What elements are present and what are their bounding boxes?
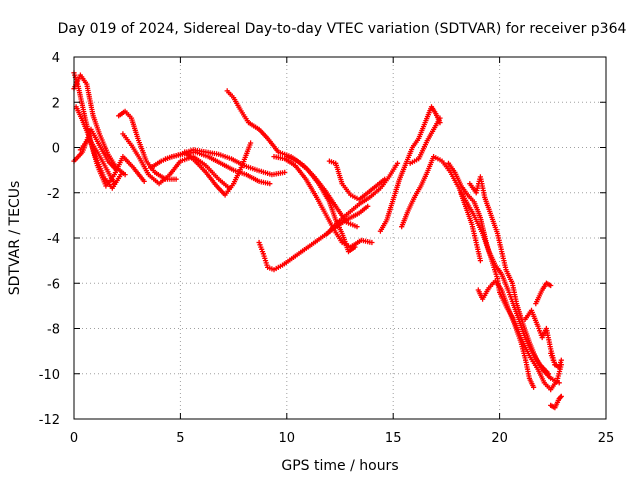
- y-tick-label: 0: [52, 142, 60, 157]
- series-arc-16: [326, 158, 388, 203]
- y-tick-label: -10: [39, 368, 60, 383]
- series-arc-14: [256, 203, 371, 273]
- series-markers: [467, 174, 562, 386]
- x-tick-label: 5: [176, 431, 184, 446]
- series-arc-23: [475, 278, 537, 390]
- series-markers: [326, 158, 388, 203]
- series-arc-10: [182, 140, 254, 198]
- series-markers: [256, 203, 371, 273]
- series-arc-19: [407, 115, 443, 166]
- series-arc-17: [377, 104, 443, 234]
- x-tick-labels: 0 5 10 15 20 25: [70, 431, 614, 446]
- series-arc-22: [467, 174, 562, 386]
- data-series-group: [71, 70, 564, 411]
- x-tick-label: 0: [70, 431, 78, 446]
- y-tick-label: 2: [52, 96, 60, 111]
- y-tick-label: -2: [47, 187, 60, 202]
- y-tick-label: -4: [47, 232, 60, 247]
- x-tick-label: 25: [598, 431, 615, 446]
- y-tick-label: -12: [39, 413, 60, 428]
- x-axis-label: GPS time / hours: [281, 458, 398, 474]
- y-tick-label: -6: [47, 277, 60, 292]
- series-arc-21: [458, 190, 552, 377]
- series-arc-07: [120, 131, 232, 191]
- y-tick-label: -8: [47, 323, 60, 338]
- x-tick-label: 15: [385, 431, 402, 446]
- x-tick-label: 20: [491, 431, 508, 446]
- series-markers: [533, 280, 554, 307]
- y-tick-labels: -12 -10 -8 -6 -4 -2 0 2 4: [39, 51, 60, 428]
- series-arc-15: [324, 160, 401, 237]
- series-markers: [458, 190, 552, 377]
- y-axis-label: SDTVAR / TECUs: [7, 181, 23, 296]
- series-markers: [377, 104, 443, 234]
- series-arc-25: [533, 280, 554, 307]
- chart-title: Day 019 of 2024, Sidereal Day-to-day VTE…: [58, 21, 627, 37]
- series-arc-27: [548, 393, 564, 411]
- y-tick-label: 4: [52, 51, 60, 66]
- series-arc-26: [548, 350, 564, 370]
- series-markers: [548, 393, 564, 411]
- x-tick-label: 10: [279, 431, 296, 446]
- axis-ticks: [73, 56, 607, 420]
- series-arc-05: [77, 135, 117, 187]
